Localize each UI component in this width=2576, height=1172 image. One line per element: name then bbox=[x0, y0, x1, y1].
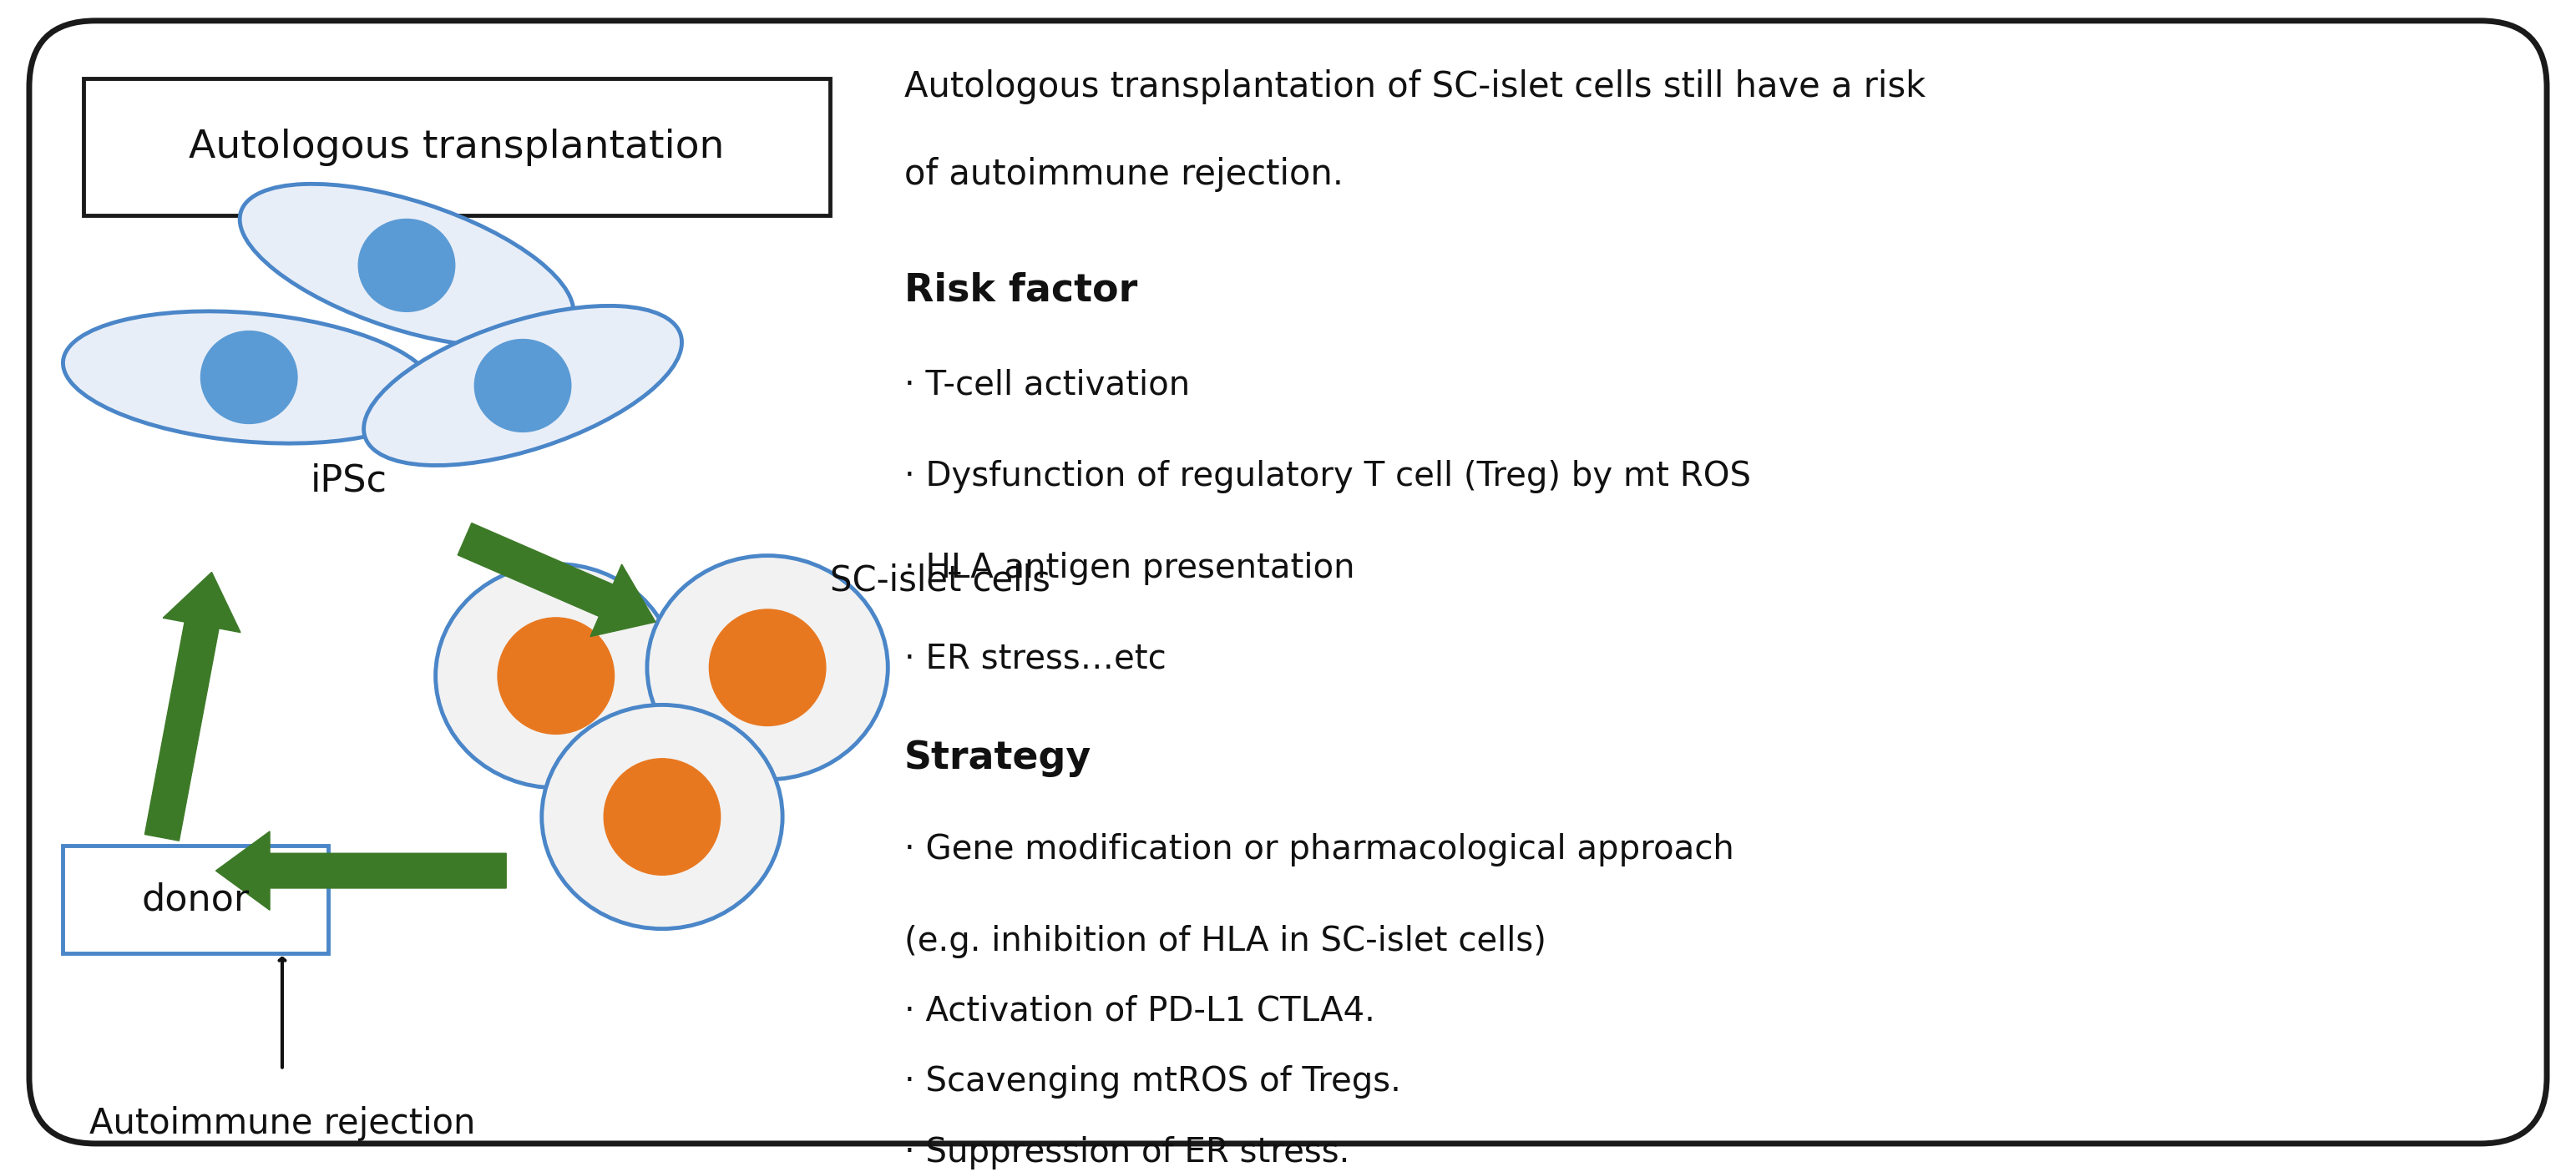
Text: · Gene modification or pharmacological approach: · Gene modification or pharmacological a… bbox=[904, 833, 1734, 867]
FancyBboxPatch shape bbox=[28, 21, 2548, 1144]
Text: Autoimmune rejection: Autoimmune rejection bbox=[90, 1106, 474, 1142]
Ellipse shape bbox=[474, 340, 572, 432]
Text: · Dysfunction of regulatory T cell (Treg) by mt ROS: · Dysfunction of regulatory T cell (Treg… bbox=[904, 461, 1752, 493]
Text: of autoimmune rejection.: of autoimmune rejection. bbox=[904, 157, 1345, 192]
FancyArrow shape bbox=[216, 831, 505, 911]
Text: · HLA antigen presentation: · HLA antigen presentation bbox=[904, 551, 1355, 585]
Ellipse shape bbox=[62, 312, 435, 443]
Ellipse shape bbox=[603, 758, 721, 875]
FancyArrow shape bbox=[459, 523, 654, 636]
Text: iPSc: iPSc bbox=[309, 463, 386, 499]
Text: · ER stress…etc: · ER stress…etc bbox=[904, 642, 1167, 676]
Text: Strategy: Strategy bbox=[904, 740, 1092, 777]
Ellipse shape bbox=[435, 564, 677, 788]
Text: · Scavenging mtROS of Tregs.: · Scavenging mtROS of Tregs. bbox=[904, 1065, 1401, 1099]
Text: donor: donor bbox=[142, 881, 250, 918]
Ellipse shape bbox=[240, 184, 574, 347]
Text: Autologous transplantation: Autologous transplantation bbox=[188, 129, 724, 166]
Text: Risk factor: Risk factor bbox=[904, 272, 1139, 309]
FancyBboxPatch shape bbox=[62, 846, 327, 954]
Ellipse shape bbox=[358, 219, 456, 312]
Text: · Suppression of ER stress.: · Suppression of ER stress. bbox=[904, 1136, 1350, 1170]
Text: SC-islet cells: SC-islet cells bbox=[829, 563, 1051, 598]
Ellipse shape bbox=[647, 556, 889, 779]
Text: · Activation of PD-L1 CTLA4.: · Activation of PD-L1 CTLA4. bbox=[904, 995, 1376, 1028]
Ellipse shape bbox=[201, 331, 296, 423]
Ellipse shape bbox=[708, 609, 827, 725]
Ellipse shape bbox=[541, 704, 783, 928]
Ellipse shape bbox=[497, 618, 613, 734]
Text: · T-cell activation: · T-cell activation bbox=[904, 369, 1190, 402]
FancyArrow shape bbox=[144, 572, 240, 840]
Ellipse shape bbox=[363, 306, 683, 465]
FancyBboxPatch shape bbox=[82, 79, 829, 216]
Text: Autologous transplantation of SC-islet cells still have a risk: Autologous transplantation of SC-islet c… bbox=[904, 69, 1927, 104]
Text: (e.g. inhibition of HLA in SC-islet cells): (e.g. inhibition of HLA in SC-islet cell… bbox=[904, 925, 1546, 958]
